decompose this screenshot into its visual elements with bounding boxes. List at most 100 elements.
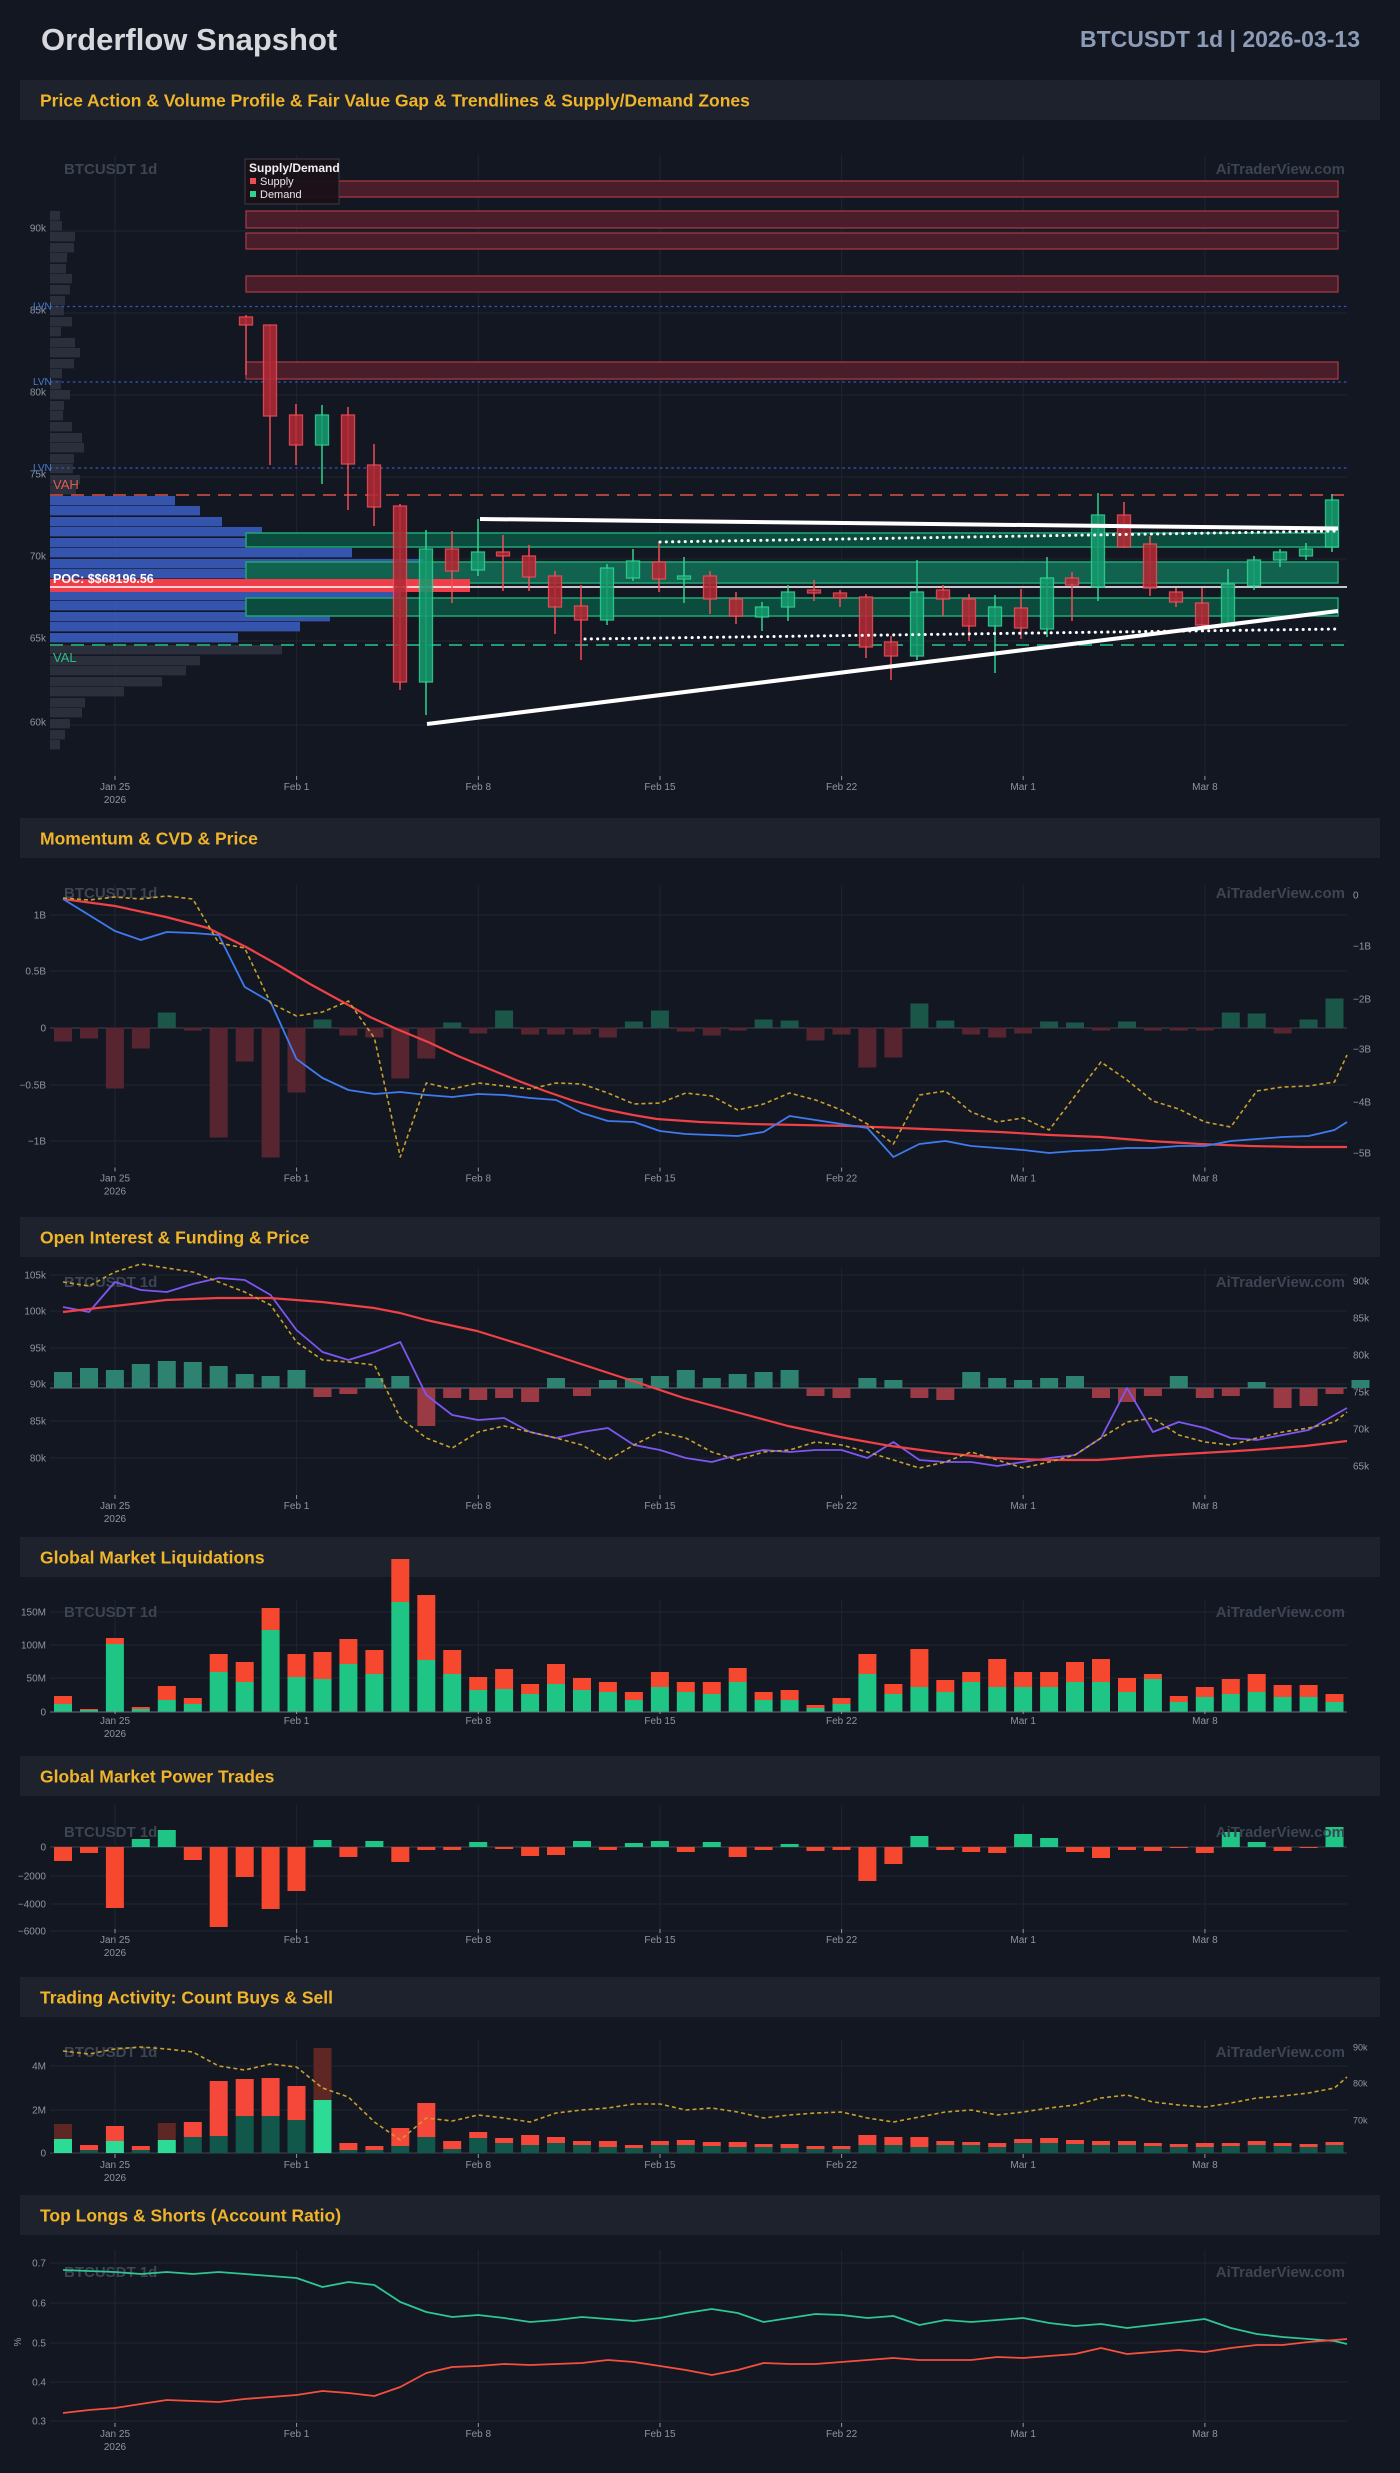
svg-text:0.3: 0.3 — [32, 2417, 46, 2428]
svg-text:105k: 105k — [24, 1271, 47, 1282]
svg-text:Feb 8: Feb 8 — [466, 1501, 492, 1512]
svg-text:−4B: −4B — [1353, 1098, 1371, 1109]
svg-text:LVN: LVN — [33, 377, 52, 388]
svg-text:100k: 100k — [24, 1307, 47, 1318]
svg-text:4M: 4M — [32, 2062, 46, 2073]
svg-text:Feb 8: Feb 8 — [466, 1716, 492, 1727]
svg-text:70k: 70k — [1353, 2116, 1368, 2126]
svg-text:50M: 50M — [27, 1674, 46, 1685]
svg-text:85k: 85k — [30, 1417, 47, 1428]
svg-text:VAH: VAH — [53, 477, 79, 492]
svg-text:−3B: −3B — [1353, 1045, 1371, 1056]
svg-text:95k: 95k — [30, 1344, 47, 1355]
svg-text:150M: 150M — [21, 1608, 46, 1619]
svg-text:2M: 2M — [32, 2106, 46, 2117]
svg-text:−1B: −1B — [28, 1137, 46, 1148]
svg-text:Feb 8: Feb 8 — [466, 2429, 492, 2440]
svg-text:Feb 1: Feb 1 — [284, 782, 310, 793]
svg-text:−1B: −1B — [1353, 942, 1371, 953]
svg-text:0.4: 0.4 — [32, 2378, 46, 2389]
svg-text:Feb 15: Feb 15 — [644, 2160, 676, 2171]
svg-text:Mar 8: Mar 8 — [1192, 2160, 1218, 2171]
svg-text:AiTraderView.com: AiTraderView.com — [1216, 1604, 1345, 1621]
svg-text:90k: 90k — [1353, 1277, 1370, 1288]
svg-text:VAL: VAL — [53, 650, 77, 665]
svg-text:Jan 25: Jan 25 — [100, 1716, 130, 1727]
svg-text:2026: 2026 — [104, 2442, 127, 2453]
svg-text:Mar 1: Mar 1 — [1010, 1935, 1036, 1946]
svg-text:Jan 25: Jan 25 — [100, 1174, 130, 1185]
svg-text:65k: 65k — [30, 634, 47, 645]
svg-text:0.7: 0.7 — [32, 2259, 46, 2270]
svg-text:Supply: Supply — [260, 176, 294, 188]
svg-text:Mar 8: Mar 8 — [1192, 1501, 1218, 1512]
svg-text:0: 0 — [40, 1843, 46, 1854]
svg-text:Jan 25: Jan 25 — [100, 1935, 130, 1946]
svg-text:Orderflow Snapshot: Orderflow Snapshot — [41, 22, 337, 57]
svg-text:−2000: −2000 — [18, 1872, 47, 1883]
svg-text:0: 0 — [40, 1708, 46, 1719]
svg-text:0.5B: 0.5B — [25, 967, 46, 978]
svg-text:Feb 22: Feb 22 — [826, 2160, 858, 2171]
svg-text:2026: 2026 — [104, 1514, 127, 1525]
svg-text:Price Action & Volume Profile: Price Action & Volume Profile & Fair Val… — [40, 91, 750, 111]
svg-text:BTCUSDT 1d: BTCUSDT 1d — [64, 1604, 157, 1621]
svg-text:Feb 1: Feb 1 — [284, 2429, 310, 2440]
svg-text:0: 0 — [40, 2149, 46, 2160]
svg-text:Jan 25: Jan 25 — [100, 782, 130, 793]
svg-text:Feb 15: Feb 15 — [644, 782, 676, 793]
svg-text:Feb 15: Feb 15 — [644, 1935, 676, 1946]
svg-text:90k: 90k — [30, 1380, 47, 1391]
svg-text:80k: 80k — [30, 388, 47, 399]
svg-text:Trading Activity: Count Buys &: Trading Activity: Count Buys & Sell — [40, 1988, 333, 2008]
svg-text:85k: 85k — [1353, 1314, 1370, 1325]
svg-text:Feb 8: Feb 8 — [466, 782, 492, 793]
svg-text:0.6: 0.6 — [32, 2299, 46, 2310]
svg-text:Feb 1: Feb 1 — [284, 1716, 310, 1727]
svg-text:Mar 8: Mar 8 — [1192, 1174, 1218, 1185]
svg-text:85k: 85k — [30, 306, 47, 317]
svg-text:AiTraderView.com: AiTraderView.com — [1216, 1824, 1345, 1841]
svg-text:LVN: LVN — [33, 302, 52, 313]
svg-text:BTCUSDT 1d: BTCUSDT 1d — [64, 1824, 157, 1841]
svg-text:Mar 8: Mar 8 — [1192, 2429, 1218, 2440]
svg-text:Feb 22: Feb 22 — [826, 1174, 858, 1185]
svg-text:Feb 22: Feb 22 — [826, 1935, 858, 1946]
svg-text:Feb 15: Feb 15 — [644, 1174, 676, 1185]
svg-text:70k: 70k — [30, 552, 47, 563]
svg-text:Feb 15: Feb 15 — [644, 1716, 676, 1727]
svg-text:AiTraderView.com: AiTraderView.com — [1216, 885, 1345, 902]
svg-text:Mar 1: Mar 1 — [1010, 2160, 1036, 2171]
svg-text:BTCUSDT 1d | 2026-03-13: BTCUSDT 1d | 2026-03-13 — [1080, 26, 1360, 52]
svg-text:2026: 2026 — [104, 1948, 127, 1959]
svg-text:Jan 25: Jan 25 — [100, 1501, 130, 1512]
svg-text:2026: 2026 — [104, 1729, 127, 1740]
svg-text:Open Interest & Funding & Pric: Open Interest & Funding & Price — [40, 1228, 310, 1248]
svg-text:60k: 60k — [30, 718, 47, 729]
svg-text:Feb 22: Feb 22 — [826, 1501, 858, 1512]
svg-text:BTCUSDT 1d: BTCUSDT 1d — [64, 1274, 157, 1291]
svg-text:Global Market Power Trades: Global Market Power Trades — [40, 1767, 275, 1787]
svg-text:75k: 75k — [30, 470, 47, 481]
svg-text:−6000: −6000 — [18, 1927, 47, 1938]
svg-text:75k: 75k — [1353, 1388, 1370, 1399]
svg-text:2026: 2026 — [104, 795, 127, 806]
svg-text:BTCUSDT 1d: BTCUSDT 1d — [64, 161, 157, 178]
svg-text:Feb 8: Feb 8 — [466, 1174, 492, 1185]
svg-text:Feb 1: Feb 1 — [284, 1501, 310, 1512]
svg-text:Feb 8: Feb 8 — [466, 1935, 492, 1946]
svg-text:POC: $$68196.56: POC: $$68196.56 — [53, 572, 154, 586]
svg-text:Mar 1: Mar 1 — [1010, 1716, 1036, 1727]
svg-text:100M: 100M — [21, 1641, 46, 1652]
svg-text:Feb 1: Feb 1 — [284, 1174, 310, 1185]
svg-text:Mar 1: Mar 1 — [1010, 782, 1036, 793]
svg-text:80k: 80k — [1353, 1351, 1370, 1362]
svg-text:Global Market Liquidations: Global Market Liquidations — [40, 1548, 265, 1568]
svg-text:−2B: −2B — [1353, 995, 1371, 1006]
svg-text:Feb 1: Feb 1 — [284, 2160, 310, 2171]
svg-text:Jan 25: Jan 25 — [100, 2429, 130, 2440]
svg-text:AiTraderView.com: AiTraderView.com — [1216, 161, 1345, 178]
svg-text:90k: 90k — [30, 224, 47, 235]
svg-text:Momentum & CVD & Price: Momentum & CVD & Price — [40, 829, 258, 849]
svg-text:Feb 22: Feb 22 — [826, 1716, 858, 1727]
